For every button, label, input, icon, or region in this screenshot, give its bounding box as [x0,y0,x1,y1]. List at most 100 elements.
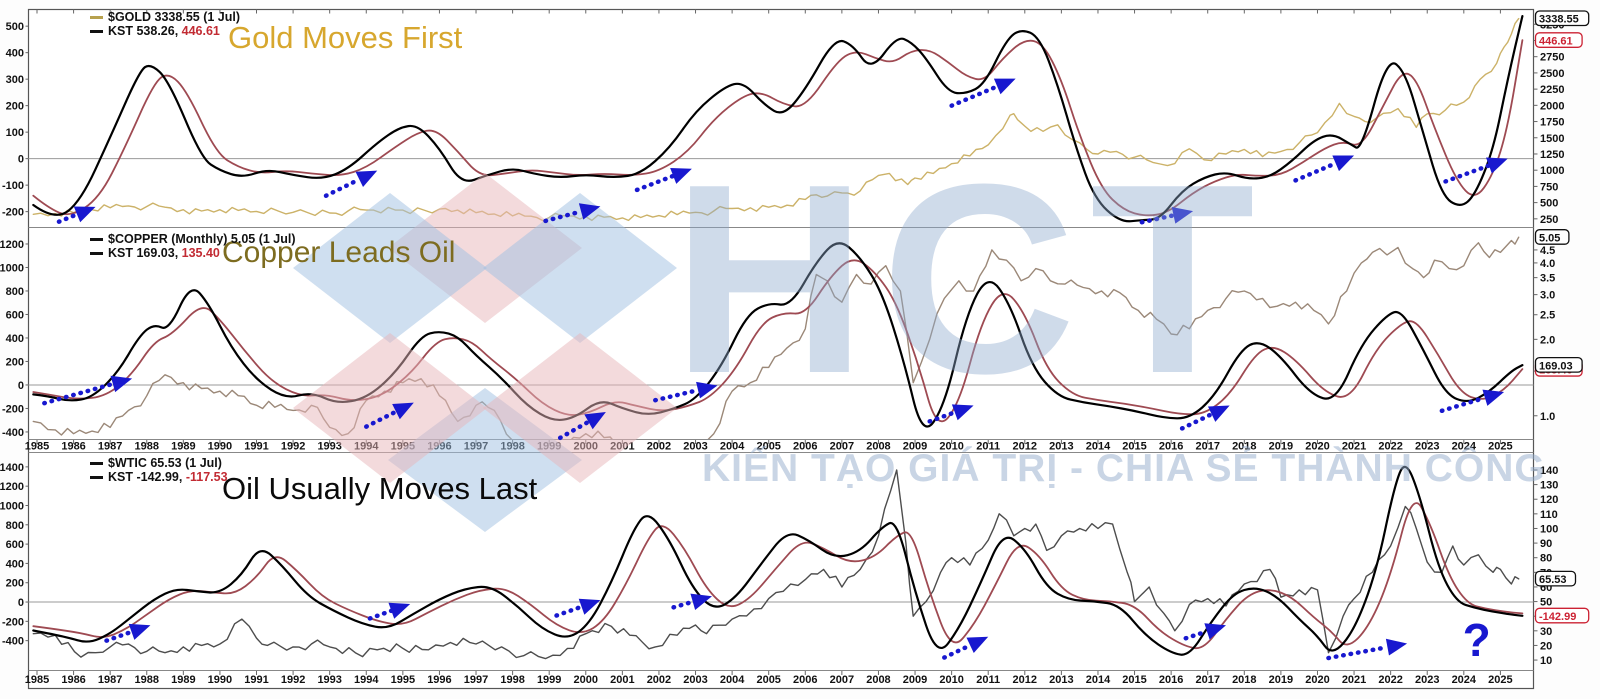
gold-kst-line [32,15,1524,223]
copper-panel-title: Copper Leads Oil [222,236,456,269]
value-box-rect [1534,32,1583,48]
arrow-dotted-shaft [104,629,134,643]
left-axis-label: -400 [2,636,24,648]
year-label: 2008 [866,674,890,686]
watermark-diamond [483,193,677,343]
last-value-box: -142.99 [1534,607,1590,624]
arrow-dotted-shaft [1439,395,1488,414]
gold-kst-legend-row: KST 538.26, 446.61 [90,24,240,38]
value-box-text: -142.99 [1539,611,1576,623]
year-label: 2024 [1452,674,1477,686]
year-label: 1987 [98,441,122,453]
arrow-dotted-shaft [42,381,116,406]
year-label: 2014 [1086,441,1111,453]
oil-kst-legend-label: KST -142.99, [108,470,186,484]
right-axis-label: 2000 [1540,100,1564,112]
left-axis-label: 100 [6,127,24,139]
oil-kst-line [32,465,1524,656]
trend-arrow [942,636,989,660]
year-label: 1989 [171,441,195,453]
year-label: 1992 [281,441,305,453]
arrow-head [584,411,606,430]
year-label: 2019 [1269,441,1293,453]
year-label: 2007 [830,674,854,686]
value-box-rect [1534,229,1570,245]
left-axis-label: 1200 [0,239,24,251]
year-label: 2002 [647,441,671,453]
year-label: 1987 [98,674,122,686]
value-box-rect [1534,356,1583,373]
year-label: 2018 [1232,674,1256,686]
value-box-rect [1534,607,1590,624]
arrow-dotted-shaft [1293,161,1338,183]
arrow-head [128,623,151,640]
year-label: 2002 [647,674,671,686]
arrow-dotted-shaft [554,604,584,618]
trend-arrow [364,402,414,429]
trend-arrow [543,203,601,224]
year-label: 2009 [903,674,927,686]
trend-arrow [56,206,96,224]
right-axis-label: 2250 [1540,84,1564,96]
year-label: 2022 [1378,441,1402,453]
trend-arrow [557,411,606,441]
right-axis-label: 2.0 [1540,334,1555,346]
arrow-head [670,167,692,184]
year-label: 2010 [939,441,963,453]
right-axis-label: 10 [1540,655,1552,667]
year-label: 2003 [683,441,707,453]
left-axis-label: 1000 [0,262,24,274]
year-label: 2009 [903,441,927,453]
year-label: 1990 [208,441,232,453]
left-axis-label: 600 [6,309,24,321]
left-axis-label: 400 [6,48,24,60]
left-axis-label: -200 [2,403,24,415]
arrow-dotted-shaft [543,209,584,224]
arrow-dotted-shaft [56,212,80,224]
arrow-head [110,375,133,393]
year-label: 2025 [1488,441,1512,453]
year-label: 1997 [464,674,488,686]
year-label: 1991 [244,674,268,686]
year-label: 1985 [25,674,49,686]
arrow-head [578,203,601,220]
watermark-diamond [483,333,677,483]
year-label: 2023 [1415,674,1439,686]
copper-price-dash-icon [90,238,103,242]
year-label: 2017 [1195,674,1219,686]
left-axis-label: -400 [2,427,24,439]
left-axis-label: 500 [6,21,24,33]
left-axis-label: -200 [2,207,24,219]
year-label: 2020 [1305,674,1329,686]
watermark-diamond [293,193,487,343]
arrow-dotted-shaft [671,599,696,610]
right-axis-label: 750 [1540,181,1558,193]
year-label: 1999 [537,674,561,686]
question-mark-annotation: ? [1463,614,1491,666]
year-label: 1985 [25,441,49,453]
right-axis-label: 30 [1540,626,1552,638]
trend-arrow [949,78,1016,108]
last-value-box: 3338.55 [1534,10,1590,27]
copper-copper-price-line [32,236,1520,439]
arrow-head [1332,155,1355,172]
year-label: 2023 [1415,441,1439,453]
left-axis-label: 200 [6,356,24,368]
year-label: 2003 [683,674,707,686]
arrow-head [690,593,712,610]
trend-arrow [671,593,712,610]
right-axis-label: 2750 [1540,52,1564,64]
value-box-text: 169.03 [1539,360,1573,372]
right-axis-label: 50 [1540,597,1552,609]
right-axis-label: 1250 [1540,149,1564,161]
year-label: 1988 [135,441,159,453]
last-value-box: 5.05 [1534,229,1570,245]
year-label: 1992 [281,674,305,686]
right-axis-label: 500 [1540,198,1558,210]
arrow-head [1482,389,1505,406]
gold-gold-price-line [32,17,1520,222]
arrow-dotted-shaft [927,410,958,424]
year-label: 2011 [976,441,1000,453]
year-label: 2013 [1049,441,1073,453]
year-label: 1996 [427,674,451,686]
